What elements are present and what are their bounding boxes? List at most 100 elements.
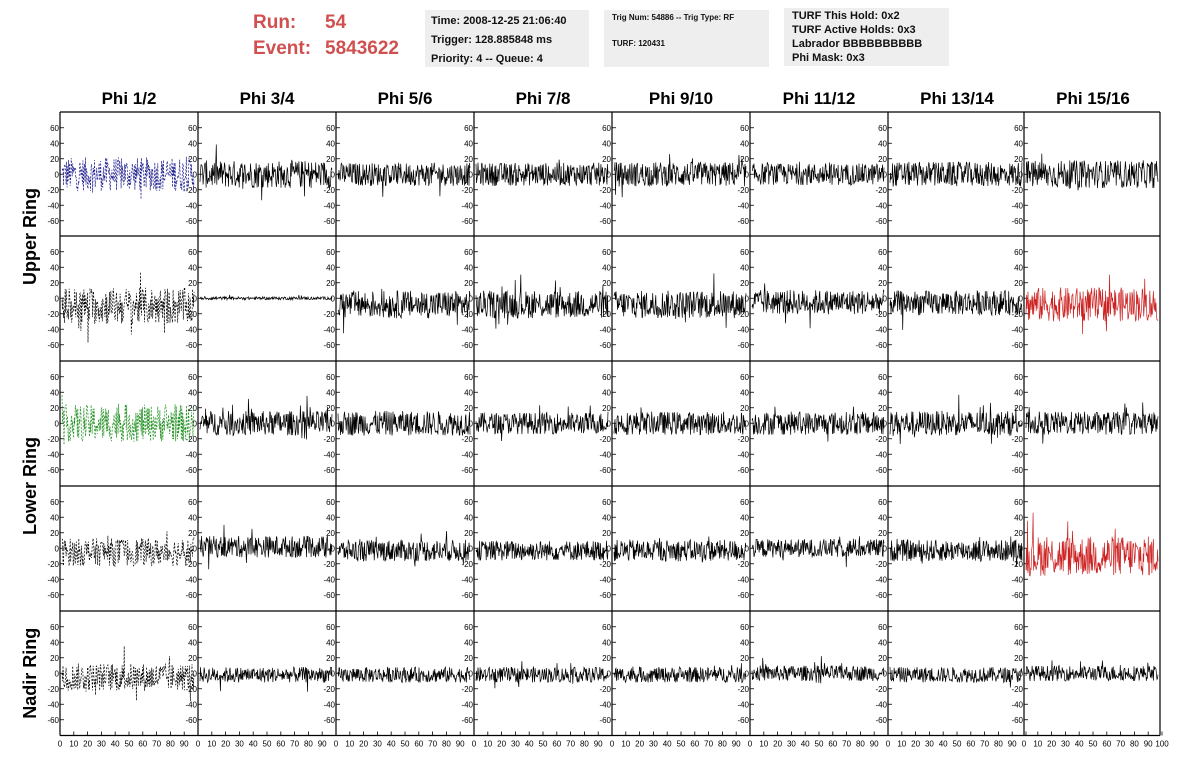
y-tick-label: 60 bbox=[188, 623, 197, 632]
x-tick-label: 10 bbox=[897, 740, 906, 749]
y-tick-label: -20 bbox=[875, 685, 887, 694]
y-tick-label: 20 bbox=[188, 529, 197, 538]
y-tick-label: -20 bbox=[875, 310, 887, 319]
y-tick-label: -60 bbox=[461, 716, 473, 725]
y-tick-label: 0 bbox=[607, 294, 612, 303]
y-tick-label: -40 bbox=[599, 450, 611, 459]
waveform-r1-c6 bbox=[752, 161, 885, 187]
y-tick-label: -20 bbox=[461, 186, 473, 195]
y-tick-label: -20 bbox=[737, 685, 749, 694]
y-tick-label: 20 bbox=[326, 155, 335, 164]
y-tick-label: 40 bbox=[50, 388, 59, 397]
y-tick-label: -20 bbox=[323, 560, 335, 569]
y-tick-label: 20 bbox=[1014, 654, 1023, 663]
y-tick-label: 60 bbox=[602, 373, 611, 382]
x-tick-label: 60 bbox=[690, 740, 699, 749]
x-tick-label: 40 bbox=[1075, 740, 1084, 749]
x-tick-label: 70 bbox=[842, 740, 851, 749]
waveform-r4-c3 bbox=[337, 530, 471, 567]
trig-info-box: Trig Num: 54886 -- Trig Type: RF TURF: 1… bbox=[604, 10, 769, 67]
y-tick-label: -40 bbox=[599, 575, 611, 584]
y-tick-label: 20 bbox=[50, 279, 59, 288]
y-tick-label: 60 bbox=[878, 124, 887, 133]
waveform-r1-c1 bbox=[61, 156, 195, 200]
x-tick-label: 0 bbox=[886, 740, 891, 749]
y-tick-label: 40 bbox=[1014, 388, 1023, 397]
y-tick-label: 0 bbox=[745, 669, 750, 678]
y-tick-label: 0 bbox=[883, 669, 888, 678]
y-tick-label: -60 bbox=[737, 341, 749, 350]
y-tick-label: -60 bbox=[875, 591, 887, 600]
y-tick-label: 0 bbox=[331, 170, 336, 179]
y-tick-label: -60 bbox=[185, 716, 197, 725]
y-tick-label: -40 bbox=[323, 325, 335, 334]
x-tick-label: 30 bbox=[925, 740, 934, 749]
y-tick-label: 40 bbox=[188, 513, 197, 522]
x-tick-label: 80 bbox=[304, 740, 313, 749]
y-tick-label: -60 bbox=[599, 591, 611, 600]
y-tick-label: 40 bbox=[740, 638, 749, 647]
y-tick-label: 60 bbox=[464, 498, 473, 507]
x-tick-label: 60 bbox=[828, 740, 837, 749]
y-tick-label: -60 bbox=[737, 716, 749, 725]
y-tick-label: -60 bbox=[323, 341, 335, 350]
waveform-r2-c5 bbox=[613, 273, 747, 328]
y-tick-label: 40 bbox=[188, 263, 197, 272]
x-tick-label: 30 bbox=[373, 740, 382, 749]
y-tick-label: 20 bbox=[50, 654, 59, 663]
y-tick-label: 0 bbox=[55, 294, 60, 303]
y-tick-label: 0 bbox=[193, 170, 198, 179]
y-tick-label: 20 bbox=[464, 654, 473, 663]
y-tick-label: 40 bbox=[878, 388, 887, 397]
y-tick-label: -20 bbox=[185, 435, 197, 444]
x-tick-label: 60 bbox=[138, 740, 147, 749]
x-tick-label: 80 bbox=[580, 740, 589, 749]
waveform-r5-c5 bbox=[613, 663, 747, 684]
y-tick-label: -20 bbox=[47, 435, 59, 444]
y-tick-label: 40 bbox=[50, 263, 59, 272]
waveform-r2-c1 bbox=[61, 271, 195, 343]
y-tick-label: 60 bbox=[602, 498, 611, 507]
y-tick-label: 40 bbox=[464, 638, 473, 647]
y-tick-label: 60 bbox=[740, 124, 749, 133]
x-tick-label: 30 bbox=[511, 740, 520, 749]
y-tick-label: 0 bbox=[55, 170, 60, 179]
y-tick-label: -20 bbox=[461, 435, 473, 444]
y-tick-label: -20 bbox=[185, 186, 197, 195]
waveform-r2-c4 bbox=[475, 274, 609, 329]
y-tick-label: -40 bbox=[737, 201, 749, 210]
y-tick-label: -40 bbox=[1011, 700, 1023, 709]
x-tick-label: 60 bbox=[552, 740, 561, 749]
y-tick-label: 60 bbox=[326, 373, 335, 382]
waveform-r4-c1 bbox=[61, 531, 195, 568]
y-tick-label: 20 bbox=[326, 654, 335, 663]
y-tick-label: -60 bbox=[323, 716, 335, 725]
waveform-r4-c2 bbox=[199, 524, 333, 570]
ring-label-2: Lower Ring bbox=[20, 437, 40, 535]
y-tick-label: 20 bbox=[464, 155, 473, 164]
y-tick-label: 60 bbox=[1014, 373, 1023, 382]
y-tick-label: 20 bbox=[740, 404, 749, 413]
y-tick-label: 0 bbox=[1019, 170, 1024, 179]
y-tick-label: -20 bbox=[47, 186, 59, 195]
y-tick-label: 40 bbox=[326, 139, 335, 148]
y-tick-label: -20 bbox=[47, 685, 59, 694]
y-tick-label: -40 bbox=[323, 450, 335, 459]
y-tick-label: -20 bbox=[1011, 186, 1023, 195]
waveform-r5-c2 bbox=[199, 665, 333, 692]
y-tick-label: -40 bbox=[875, 700, 887, 709]
x-tick-label: 0 bbox=[1022, 740, 1027, 749]
y-tick-label: 40 bbox=[602, 263, 611, 272]
y-tick-label: 20 bbox=[878, 279, 887, 288]
y-tick-label: 40 bbox=[464, 513, 473, 522]
y-tick-label: 60 bbox=[326, 124, 335, 133]
y-tick-label: -40 bbox=[461, 450, 473, 459]
waveform-r3-c2 bbox=[199, 395, 333, 440]
waveform-r4-c7 bbox=[889, 536, 1023, 567]
y-tick-label: 60 bbox=[326, 498, 335, 507]
y-tick-label: -40 bbox=[737, 700, 749, 709]
x-tick-label: 50 bbox=[401, 740, 410, 749]
y-tick-label: 20 bbox=[740, 529, 749, 538]
y-tick-label: 60 bbox=[740, 248, 749, 257]
y-tick-label: 20 bbox=[878, 155, 887, 164]
